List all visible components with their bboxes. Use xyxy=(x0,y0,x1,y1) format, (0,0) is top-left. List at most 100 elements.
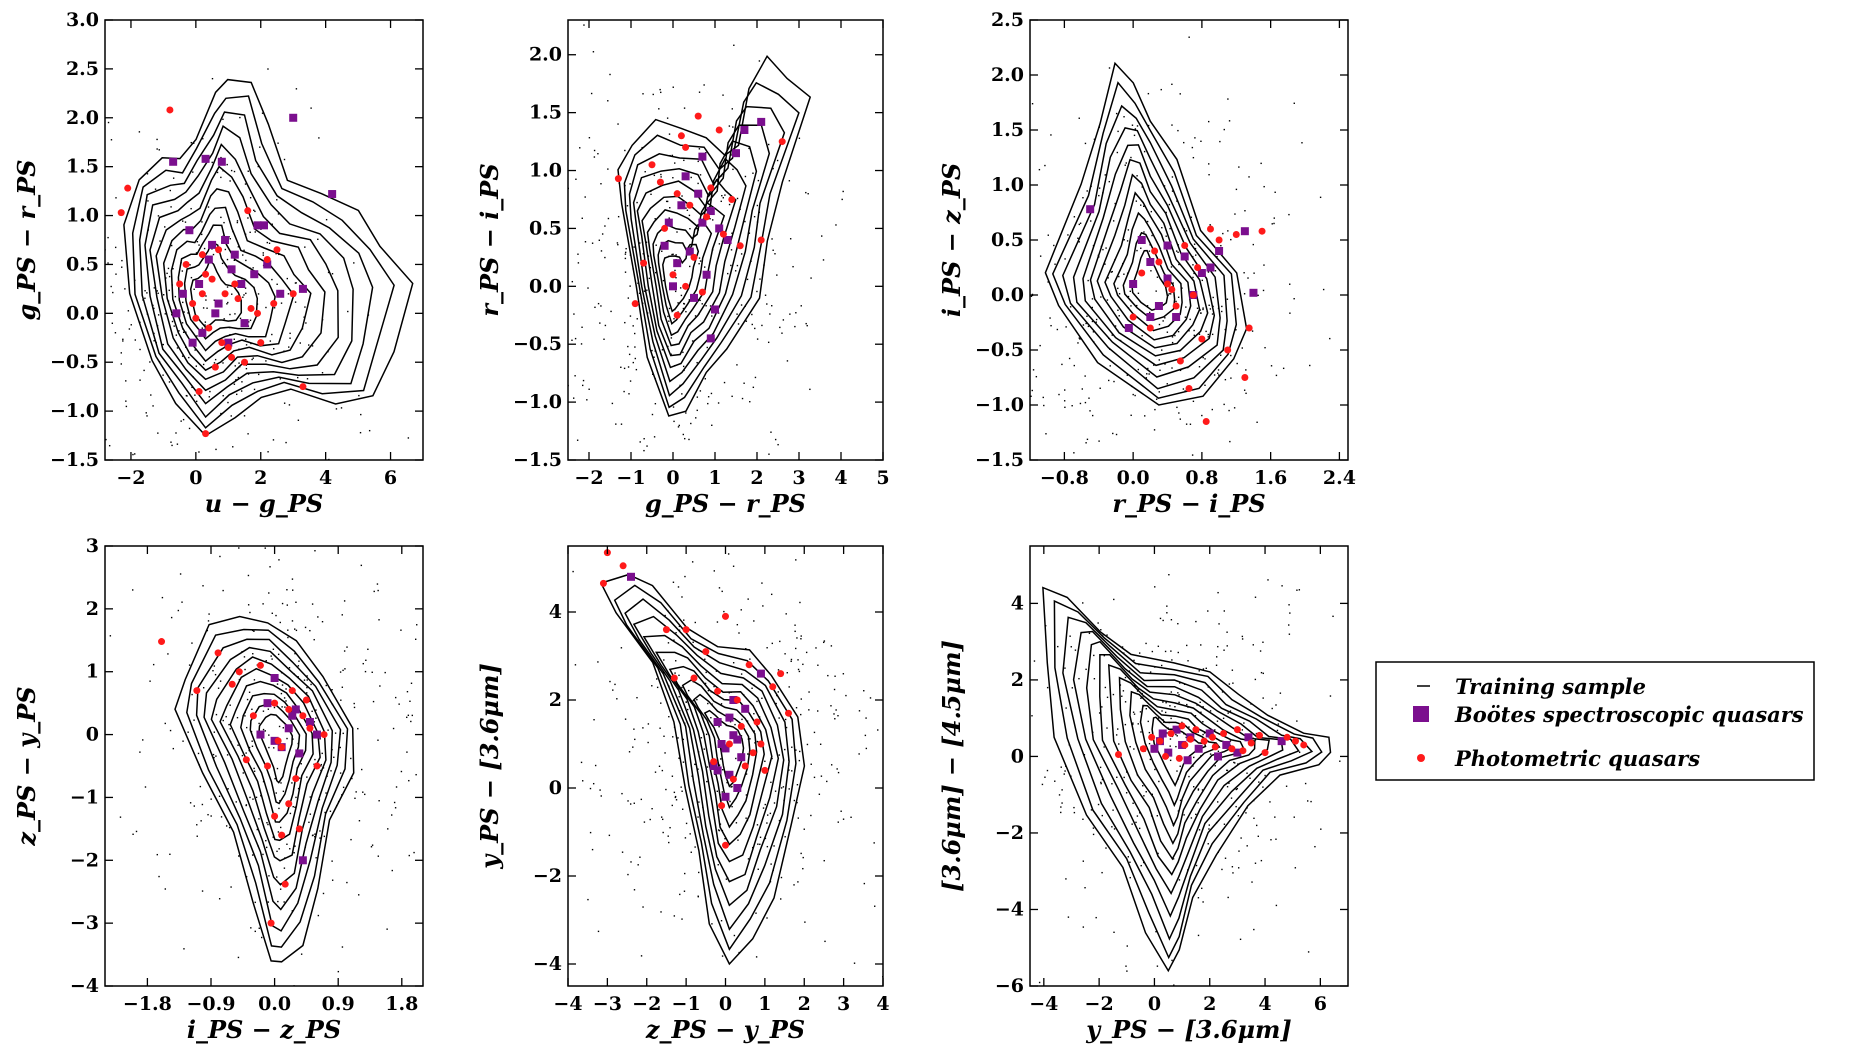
training-point xyxy=(1078,677,1080,680)
training-point xyxy=(710,716,712,719)
training-point xyxy=(740,304,743,306)
training-point xyxy=(1099,488,1100,489)
training-point xyxy=(1274,191,1276,193)
training-point xyxy=(797,668,800,671)
training-point xyxy=(1202,308,1204,311)
training-point xyxy=(1064,406,1066,409)
training-point xyxy=(287,629,289,631)
training-point xyxy=(628,751,631,753)
training-point xyxy=(1200,644,1202,646)
y-tick-label: 2.5 xyxy=(991,9,1024,31)
training-point xyxy=(686,209,689,211)
training-point xyxy=(1252,243,1255,246)
training-point xyxy=(791,770,793,772)
training-point xyxy=(1108,180,1111,183)
training-point xyxy=(703,266,706,268)
training-point xyxy=(600,250,603,252)
training-point xyxy=(681,393,683,395)
training-point xyxy=(1221,868,1223,871)
training-point xyxy=(673,420,675,423)
y-tick-label: 2.0 xyxy=(991,64,1024,86)
training-point xyxy=(245,752,247,754)
training-point xyxy=(741,397,744,400)
bootes-quasar-point xyxy=(195,280,204,288)
training-point xyxy=(1169,227,1171,230)
photometric-quasar-point xyxy=(662,626,670,634)
training-point xyxy=(661,769,664,772)
training-point xyxy=(1140,247,1142,249)
training-point xyxy=(281,602,284,605)
training-point xyxy=(169,853,171,856)
training-point xyxy=(1214,729,1216,731)
y-tick-label: 4 xyxy=(1011,592,1024,614)
training-point xyxy=(681,596,683,598)
training-point xyxy=(416,624,418,626)
training-point xyxy=(1273,222,1275,225)
training-point xyxy=(694,315,697,317)
training-point xyxy=(315,717,317,719)
training-point xyxy=(661,349,664,351)
training-point xyxy=(840,810,842,812)
photometric-quasar-point xyxy=(1211,743,1219,751)
training-point xyxy=(656,678,658,680)
training-point xyxy=(706,780,708,783)
bootes-quasar-point xyxy=(1214,752,1223,761)
training-point xyxy=(242,296,244,298)
training-point xyxy=(764,803,766,806)
training-point xyxy=(174,295,177,298)
photometric-quasar-point xyxy=(1139,745,1147,753)
training-point xyxy=(722,197,724,199)
density-contour xyxy=(1062,104,1228,390)
training-point xyxy=(1148,250,1151,252)
training-point xyxy=(253,209,255,211)
training-point xyxy=(177,609,180,612)
training-point xyxy=(1117,287,1119,290)
training-point xyxy=(572,397,575,399)
training-point xyxy=(215,448,217,451)
photometric-quasar-point xyxy=(1224,346,1232,354)
x-tick-label: −4 xyxy=(553,993,582,1015)
training-point xyxy=(314,835,316,838)
training-point xyxy=(820,775,823,777)
training-point xyxy=(774,790,777,792)
training-point xyxy=(1198,366,1201,368)
training-point xyxy=(798,137,801,139)
training-point xyxy=(320,763,323,766)
training-point xyxy=(172,267,174,270)
training-point xyxy=(1143,205,1145,207)
training-point xyxy=(593,149,596,152)
photometric-quasar-point xyxy=(202,270,210,278)
training-point xyxy=(230,469,231,470)
training-point xyxy=(1090,809,1093,811)
training-point xyxy=(773,845,775,847)
training-point xyxy=(23,332,24,333)
training-point xyxy=(600,183,602,185)
photometric-quasar-point xyxy=(614,175,622,183)
training-point xyxy=(320,765,322,767)
bootes-quasar-point xyxy=(713,718,722,726)
training-point xyxy=(616,698,618,700)
training-point xyxy=(653,356,655,358)
training-point xyxy=(698,148,701,150)
training-point xyxy=(1298,589,1301,591)
training-point xyxy=(689,833,691,835)
training-point xyxy=(721,194,723,197)
training-point xyxy=(841,198,843,201)
density-contour xyxy=(1118,676,1245,845)
training-point xyxy=(278,848,280,850)
training-point xyxy=(718,587,721,589)
x-tick-label: −2 xyxy=(1085,993,1114,1015)
panel-2: −2 −1 0 1 2 3 4 5−1.5−1.0−0.50.00.51.01.52.0g_P… xyxy=(475,19,890,518)
training-point xyxy=(1091,414,1094,417)
training-point xyxy=(706,346,708,349)
training-point xyxy=(225,825,228,827)
training-point xyxy=(1177,296,1180,298)
training-point xyxy=(735,757,737,760)
training-point xyxy=(808,709,810,711)
training-point xyxy=(1098,440,1100,442)
photometric-quasar-point xyxy=(1114,751,1122,759)
training-point xyxy=(193,719,195,721)
photometric-quasar-point xyxy=(1146,324,1154,332)
training-point xyxy=(144,290,146,292)
x-axis-label: g_PS − r_PS xyxy=(645,489,806,518)
